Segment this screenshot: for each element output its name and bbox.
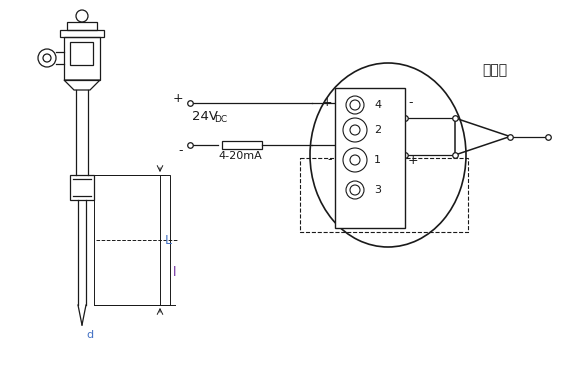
Text: 4: 4 [374, 100, 381, 110]
Text: -: - [408, 97, 413, 109]
Text: +: + [172, 91, 183, 105]
Text: 3: 3 [374, 185, 381, 195]
Text: l: l [173, 265, 176, 279]
Text: d: d [86, 330, 93, 340]
Text: -: - [328, 153, 332, 167]
Text: 1: 1 [374, 155, 381, 165]
Text: DC: DC [214, 115, 227, 124]
Text: +: + [408, 153, 419, 167]
Text: -: - [179, 145, 183, 157]
Text: 2: 2 [374, 125, 381, 135]
Text: 热电偶: 热电偶 [483, 63, 508, 77]
Text: +: + [321, 97, 332, 109]
Polygon shape [335, 88, 405, 228]
Text: L: L [165, 233, 172, 247]
Text: 24V: 24V [192, 110, 218, 123]
Text: 4-20mA: 4-20mA [218, 151, 262, 161]
